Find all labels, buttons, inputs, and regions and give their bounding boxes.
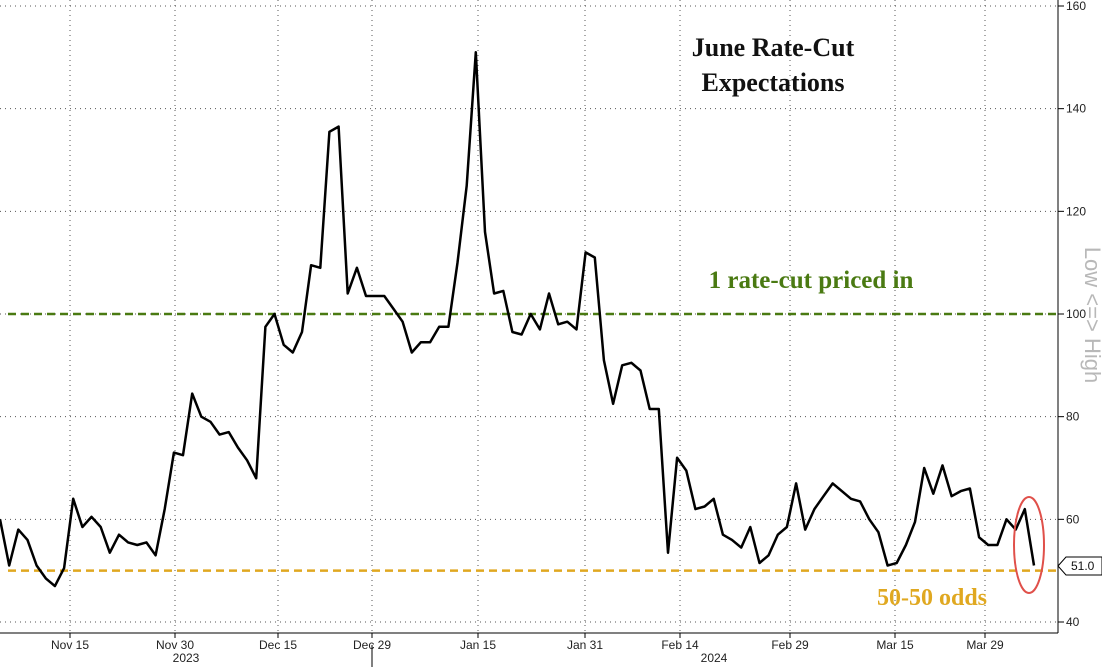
y-axis-label: Low <=> High (1080, 247, 1102, 383)
x-tick-label: Nov 30 (156, 638, 194, 652)
y-tick-label: 120 (1066, 204, 1086, 218)
y-axis-ticks: 40 60 80 100 120 140 160 (1058, 0, 1086, 629)
x-tick-label: Jan 31 (567, 638, 603, 652)
one-cut-label: 1 rate-cut priced in (709, 267, 914, 294)
x-tick-label: Nov 15 (51, 638, 89, 652)
last-value-marker: 51.0 (1057, 556, 1102, 576)
y-tick-label: 100 (1066, 307, 1086, 321)
year-label-2024: 2024 (701, 651, 728, 665)
fifty-fifty-label: 50-50 odds (877, 585, 987, 611)
x-tick-label: Feb 29 (771, 638, 809, 652)
y-tick-label: 140 (1066, 102, 1086, 116)
x-tick-label: Dec 15 (259, 638, 297, 652)
chart-title-line-2: Expectations (702, 68, 845, 97)
x-tick-label: Mar 15 (876, 638, 914, 652)
y-tick-label: 40 (1066, 615, 1080, 629)
chart-title-line-1: June Rate-Cut (692, 33, 855, 62)
y-tick-label: 80 (1066, 410, 1080, 424)
year-label-2023: 2023 (173, 651, 200, 665)
x-tick-label: Feb 14 (661, 638, 699, 652)
last-value-text: 51.0 (1071, 559, 1095, 573)
series-line (0, 50, 1036, 588)
x-tick-label: Jan 15 (460, 638, 496, 652)
highlight-ellipse (1013, 496, 1045, 594)
y-tick-label: 160 (1066, 0, 1086, 13)
y-tick-label: 60 (1066, 512, 1080, 526)
x-axis-ticks: Nov 15 Nov 30 Dec 15 Dec 29 Jan 15 Jan 31 Feb … (51, 633, 1004, 652)
x-tick-label: Mar 29 (966, 638, 1004, 652)
